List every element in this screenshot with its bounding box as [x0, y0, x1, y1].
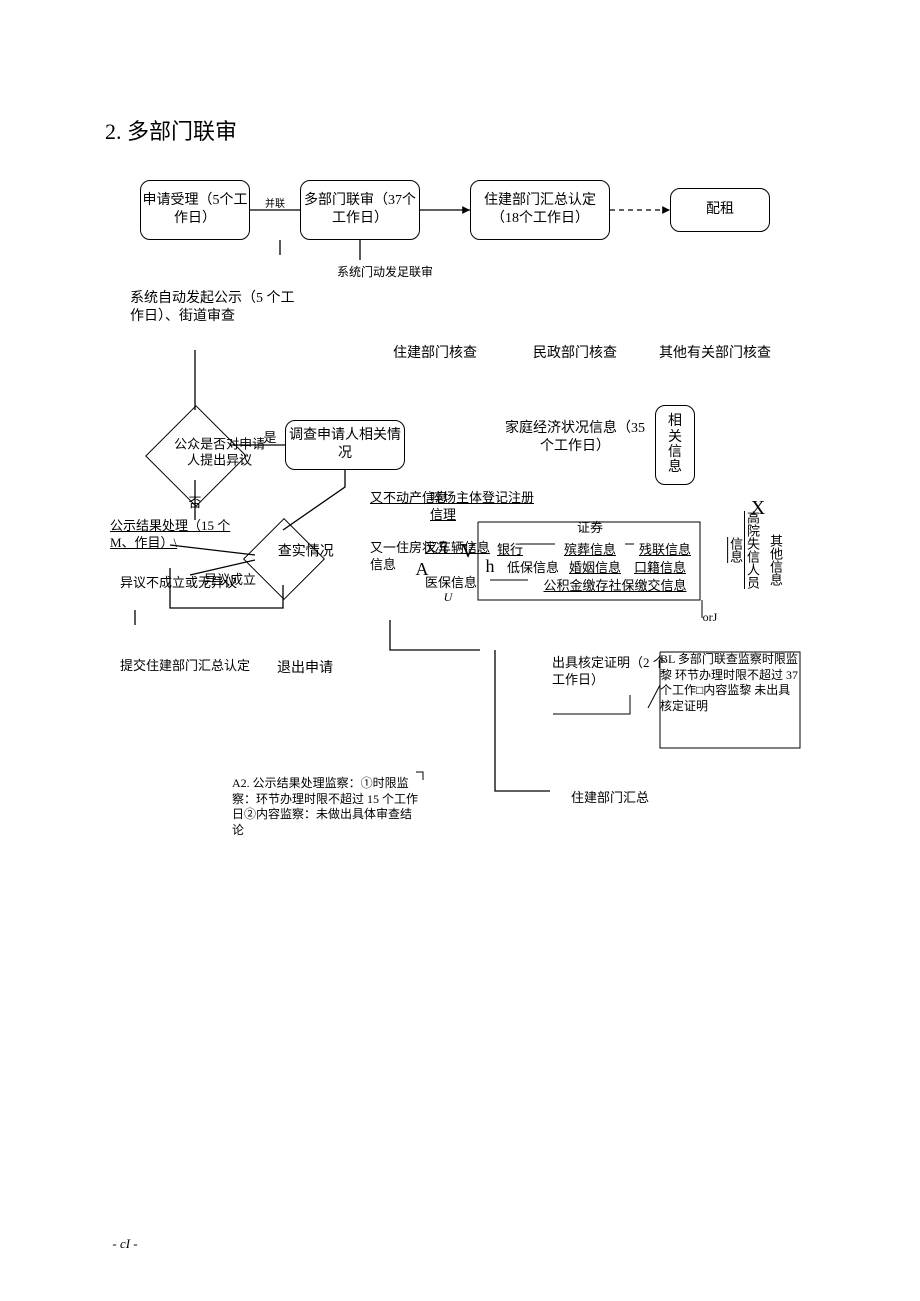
diamond-label-d_public: 公众是否对申请人提出异议 [171, 437, 269, 468]
text-t_pubres: 公示结果处理（15 个 M、作目）\ [110, 518, 240, 573]
text-footer: - cI - [95, 1236, 155, 1258]
text-t_binzang: 殡葬信息 [555, 542, 625, 560]
text-title: 2. 多部门联审 [105, 118, 405, 148]
text-t_bl: BL 多部门联查监察时限监黎 环节办理时限不超过 37 个工作□内容监黎 未出具… [660, 652, 800, 747]
text-t_glyphA: A [412, 558, 432, 582]
text-t_zj_check: 住建部门核查 [380, 345, 490, 385]
diamond-d_public: 公众是否对申请人提出异议 [145, 405, 247, 507]
text-t_fou: 否 [180, 495, 210, 513]
node-n_confirm: 住建部门汇总认定（18个工作日） [470, 180, 610, 240]
text-t_glyphU: U [438, 590, 458, 610]
node-n_investigate: 调查申请人相关情况 [285, 420, 405, 470]
text-t_other_check: 其他有关部门核查 [650, 345, 780, 385]
text-t_family: 家庭经济状况信息（35 个工作日） [500, 420, 650, 475]
text-t_X: X [748, 495, 768, 519]
text-t_orl: orJ [690, 610, 730, 628]
text-t_shi: 是 [255, 430, 285, 448]
text-t_glyphV: V [458, 538, 478, 562]
text-t_mz_check: 民政部门核查 [520, 345, 630, 385]
text-t_hunyin: 婚姻信息 [560, 560, 630, 578]
text-t_sysjoint: 系统门动发足联审 [320, 265, 450, 285]
text-t_h: h [480, 555, 500, 575]
text-t_gjj: 公积金缴存社保缴交信息 [525, 578, 705, 596]
node-n_apply: 申请受理（5个工作日） [140, 180, 250, 240]
text-t_zhuti: 啐场主体登记注册信理 [430, 490, 540, 540]
text-t_exit: 退出申请 [260, 660, 350, 682]
text-t_issue: 出具核定证明（2 个工作日） [552, 655, 672, 710]
text-t_summary: 住建部门汇总 [550, 790, 670, 810]
text-t_a2: A2. 公示结果处理监察：①时限监察：环节办理时限不超过 15 个工作日②内容监… [232, 776, 422, 866]
text-t_submit: 提交住建部门汇总认定 [120, 658, 250, 698]
svg-text:并联: 并联 [265, 197, 285, 210]
text-t_qita: 其他信息 [753, 520, 783, 600]
text-t_canlian: 残联信息 [630, 542, 700, 560]
node-n_joint: 多部门联审（37个工作日） [300, 180, 420, 240]
text-t_syspub: 系统自动发起公示（5 个工作日）、街道审查 [130, 290, 300, 350]
text-t_obj_yes: 异议成立 [190, 572, 270, 590]
text-t_dibao: 低保信息 [498, 560, 568, 578]
diagram-canvas: 2. 多部门联审申请受理（5个工作日） 多部门联审（37个工作日） 住建部门汇总认定… [0, 0, 920, 1301]
edges-layer: 并联 [0, 0, 920, 1301]
text-t_yibao: 医保信息 [425, 575, 505, 615]
diamond-label-d_verify: 查实情况 [267, 545, 345, 562]
node-n_peizu: 配租 [670, 188, 770, 232]
text-t_zhengquan: 证券 [560, 520, 620, 538]
text-t_hukou: 口籍信息 [625, 560, 695, 578]
node-n_related: 相 关 信 息 [655, 405, 695, 485]
